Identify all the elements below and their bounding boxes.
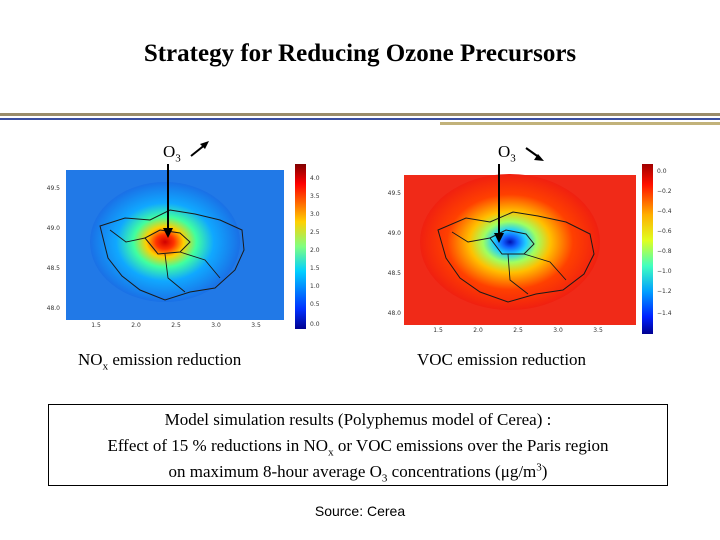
description-line-3: on maximum 8-hour average O3 concentrati… — [168, 461, 548, 485]
left-colorbar-tick: 4.0 — [310, 175, 320, 182]
right-o3-label: O3 — [498, 142, 516, 165]
description-line-2: Effect of 15 % reductions in NOx or VOC … — [107, 436, 609, 459]
right-colorbar-tick: −1.4 — [657, 310, 672, 317]
right-colorbar-tick: −0.8 — [657, 248, 672, 255]
left-y-tick: 48.5 — [47, 265, 61, 272]
right-colorbar-tick: 0.0 — [657, 168, 667, 175]
left-colorbar-tick: 3.0 — [310, 211, 320, 218]
left-colorbar-tick: 1.5 — [310, 265, 320, 272]
right-x-tick: 3.0 — [553, 327, 563, 334]
right-x-tick: 1.5 — [433, 327, 443, 334]
right-y-tick: 48.0 — [388, 310, 402, 317]
right-x-tick: 2.5 — [513, 327, 523, 334]
description-line-1: Model simulation results (Polyphemus mod… — [164, 410, 552, 429]
left-colorbar-tick: 2.5 — [310, 229, 320, 236]
left-x-tick: 3.0 — [211, 322, 221, 329]
left-x-tick: 2.0 — [131, 322, 141, 329]
right-colorbar-tick: −0.4 — [657, 208, 672, 215]
title-rule-bottom — [440, 122, 720, 125]
left-y-tick: 49.0 — [47, 225, 61, 232]
left-x-tick: 2.5 — [171, 322, 181, 329]
left-x-tick: 3.5 — [251, 322, 261, 329]
title-rule-top — [0, 113, 720, 116]
slide-title: Strategy for Reducing Ozone Precursors — [143, 40, 577, 67]
left-colorbar-tick: 1.0 — [310, 283, 320, 290]
right-colorbar-tick: −0.2 — [657, 188, 672, 195]
right-colorbar-tick: −0.6 — [657, 228, 672, 235]
left-colorbar-tick: 3.5 — [310, 193, 320, 200]
left-y-tick: 49.5 — [47, 185, 61, 192]
right-x-tick: 2.0 — [473, 327, 483, 334]
right-y-tick: 48.5 — [388, 270, 402, 277]
left-x-tick: 1.5 — [91, 322, 101, 329]
right-y-tick: 49.5 — [388, 190, 402, 197]
left-colorbar-tick: 0.5 — [310, 301, 320, 308]
left-colorbar-tick: 0.0 — [310, 321, 320, 328]
right-colorbar — [642, 164, 653, 334]
left-ozone-map: 49.5 49.0 48.5 48.0 1.5 2.0 2.5 3.0 3.5 … — [47, 141, 320, 329]
left-y-tick: 48.0 — [47, 305, 61, 312]
source-note: Source: Cerea — [314, 503, 406, 519]
right-x-tick: 3.5 — [593, 327, 603, 334]
left-o3-label: O3 — [163, 142, 181, 165]
left-caption: NOx emission reduction — [78, 350, 242, 373]
right-colorbar-tick: −1.2 — [657, 288, 672, 295]
right-y-tick: 49.0 — [388, 230, 402, 237]
right-colorbar-tick: −1.0 — [657, 268, 672, 275]
title-rule-middle — [0, 118, 720, 120]
right-caption: VOC emission reduction — [417, 350, 587, 369]
description-box: Model simulation results (Polyphemus mod… — [48, 404, 668, 486]
left-map-hotspot — [90, 182, 240, 302]
left-colorbar-tick: 2.0 — [310, 247, 320, 254]
left-colorbar — [295, 164, 306, 329]
right-map-hotspot — [420, 174, 600, 310]
right-ozone-map: 49.5 49.0 48.5 48.0 1.5 2.0 2.5 3.0 3.5 … — [388, 147, 672, 334]
